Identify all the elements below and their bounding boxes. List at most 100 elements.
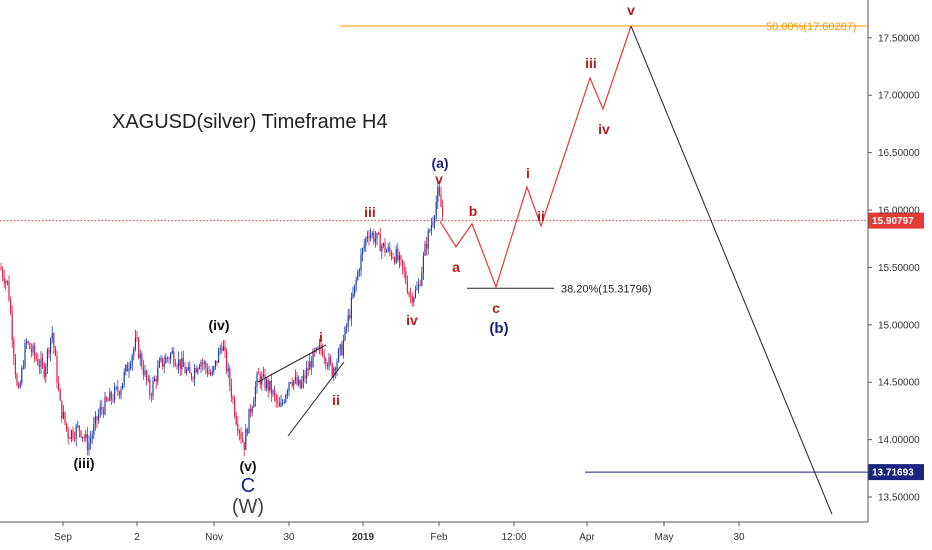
candle-body (42, 358, 44, 365)
candle-body (88, 442, 90, 451)
candle-body (325, 358, 327, 365)
candle-body (378, 232, 380, 235)
candle-body (35, 355, 37, 360)
candle-body (94, 416, 96, 425)
candle-body (326, 364, 328, 367)
candle-body (376, 232, 378, 239)
x-tick-label: 12:00 (501, 532, 526, 543)
candle-body (67, 429, 69, 439)
wave-label: iv (406, 312, 418, 328)
x-tick-label: Apr (579, 532, 595, 543)
candle-body (395, 248, 397, 263)
candle-body (29, 343, 31, 349)
candle-body (166, 357, 168, 359)
candle-body (275, 395, 277, 402)
candle-body (78, 425, 80, 431)
candle-body (390, 251, 392, 258)
candle-body (16, 374, 18, 386)
x-tick-label: May (655, 532, 674, 543)
wave-label: i (526, 165, 530, 181)
candle-body (323, 355, 325, 359)
candle-body (237, 423, 239, 432)
candle-body (365, 238, 367, 246)
candle-body (118, 391, 120, 396)
candle-body (27, 341, 29, 344)
candle-body (5, 281, 7, 284)
candle-body (192, 378, 194, 379)
candle-body (40, 358, 42, 368)
candle-body (51, 333, 53, 339)
projection-path (439, 25, 632, 289)
candle-body (370, 234, 372, 239)
candle-body (397, 248, 399, 261)
candle-body (366, 236, 368, 239)
candle-body (291, 382, 293, 386)
candle-body (154, 378, 156, 382)
current-price-label: 15.90797 (872, 216, 914, 227)
candle-body (194, 368, 196, 379)
candle-body (112, 399, 114, 401)
candle-body (259, 374, 261, 385)
candle-body (45, 366, 47, 378)
candle-body (426, 244, 428, 249)
candle-body (211, 371, 213, 375)
candle-body (74, 437, 76, 439)
candle-body (336, 361, 338, 371)
wave-label: i (319, 329, 323, 345)
candle-body (442, 206, 444, 216)
candle-body (410, 294, 412, 296)
candle-body (346, 326, 348, 328)
candle-body (315, 347, 317, 352)
candle-body (267, 379, 269, 391)
candle-body (120, 389, 122, 396)
candle-body (221, 348, 223, 351)
candle-body (70, 430, 72, 439)
candle-body (62, 412, 64, 419)
candle-body (387, 247, 389, 251)
annotation-lines: 50.00%(17.60287) 38.20%(15.31796) 15.90797… (0, 21, 924, 515)
candle-body (318, 345, 320, 348)
candle-body (11, 313, 13, 341)
wave-label: c (492, 300, 500, 316)
candle-body (214, 360, 216, 367)
candle-body (386, 250, 388, 253)
candle-body (6, 280, 8, 282)
candle-body (429, 230, 431, 232)
candle-body (317, 347, 319, 349)
candle-body (69, 438, 71, 439)
candle-body (411, 295, 413, 303)
candle-body (46, 349, 48, 367)
candle-body (416, 288, 418, 290)
candle-body (10, 300, 12, 314)
candle-body (173, 351, 175, 364)
candle-body (141, 353, 143, 368)
candle-body (184, 366, 186, 374)
candle-body (3, 277, 5, 284)
candle-body (230, 384, 232, 398)
candle-body (98, 414, 100, 421)
candle-body (256, 373, 258, 387)
x-tick-label: 30 (733, 532, 745, 543)
candle-body (147, 379, 149, 381)
candle-body (338, 349, 340, 362)
wave-label: iii (585, 55, 597, 71)
candle-body (178, 359, 180, 367)
candle-body (22, 367, 24, 369)
candle-body (165, 357, 167, 364)
candle-body (59, 389, 61, 401)
candle-body (30, 348, 32, 353)
candle-body (242, 438, 244, 442)
candle-body (435, 201, 437, 217)
candle-body (251, 407, 253, 413)
candle-body (2, 269, 4, 278)
candle-body (66, 423, 68, 430)
candle-body (274, 390, 276, 396)
candle-body (197, 368, 199, 373)
candle-body (83, 436, 85, 439)
candle-body (122, 383, 124, 390)
wave-label: (a) (431, 155, 448, 171)
candle-body (403, 267, 405, 272)
candle-body (34, 345, 36, 356)
candle-body (19, 382, 21, 388)
candle-body (294, 377, 296, 381)
